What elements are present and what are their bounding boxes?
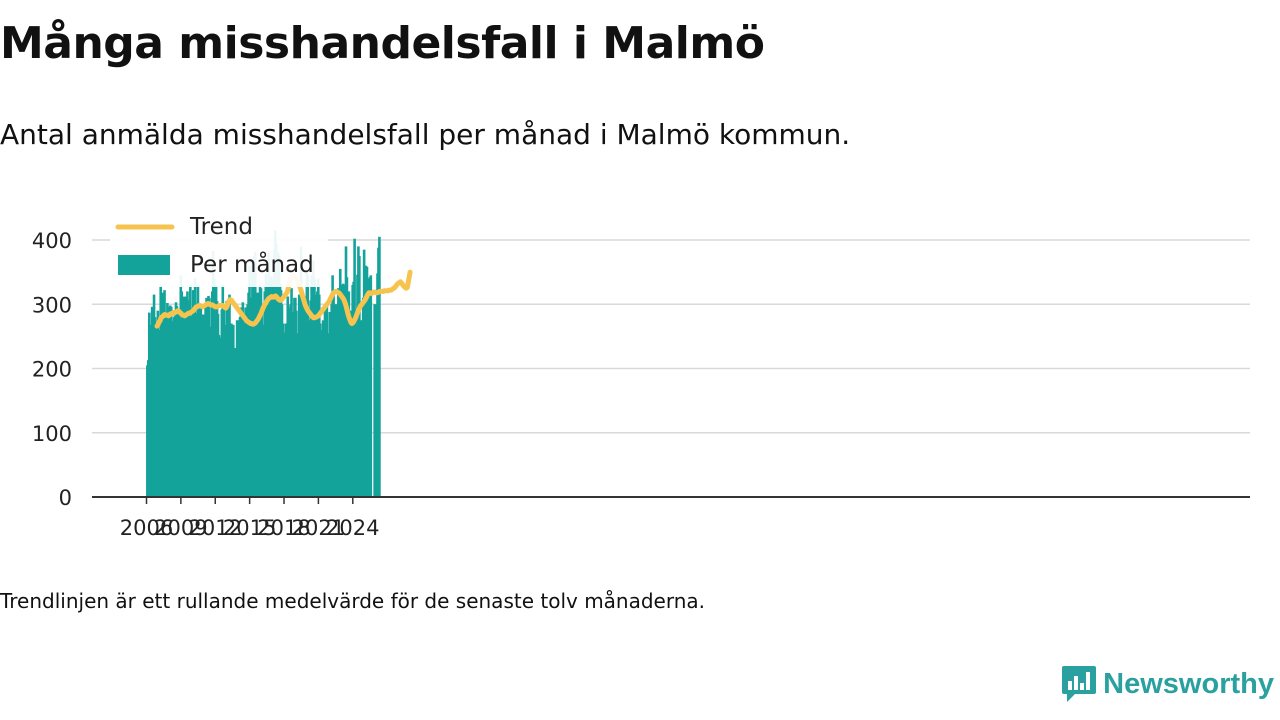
x-tick-label: 2009 [154, 516, 207, 540]
chart-title: Många misshandelsfall i Malmö [0, 18, 765, 69]
bar [374, 304, 377, 497]
y-axis-ticks: 0 100 200 300 400 [32, 229, 72, 510]
y-tick-label: 400 [32, 229, 72, 253]
bar [378, 236, 381, 498]
legend-label-trend: Trend [189, 214, 253, 240]
bar [365, 266, 369, 497]
x-tick-label: 2024 [326, 516, 379, 540]
bar-chart: 0 100 200 300 400 20062009201220152018202120… [31, 205, 1250, 540]
x-tick-label: 2018 [257, 516, 310, 540]
legend: Trend Per månad [110, 205, 328, 287]
brand-logo: Newsworthy [1061, 664, 1274, 704]
x-tick-label: 2006 [120, 516, 173, 540]
bar [369, 275, 373, 497]
legend-label-per-manad: Per månad [190, 250, 314, 278]
newsworthy-logo-icon [1062, 666, 1097, 702]
x-tick-label: 2012 [189, 516, 242, 540]
x-tick-label: 2015 [223, 516, 276, 540]
y-tick-label: 100 [32, 422, 72, 446]
footnote: Trendlinjen är ett rullande medelvärde f… [0, 589, 706, 613]
trend-line [154, 269, 413, 329]
legend-bar-swatch [118, 255, 170, 275]
bar-series [146, 230, 381, 498]
x-tick-label: 2021 [292, 516, 345, 540]
chart-subtitle: Antal anmälda misshandelsfall per månad … [0, 118, 851, 151]
brand-name: Newsworthy [1103, 667, 1274, 700]
y-tick-label: 0 [59, 486, 72, 510]
y-tick-label: 300 [32, 293, 72, 317]
y-tick-label: 200 [32, 358, 72, 382]
